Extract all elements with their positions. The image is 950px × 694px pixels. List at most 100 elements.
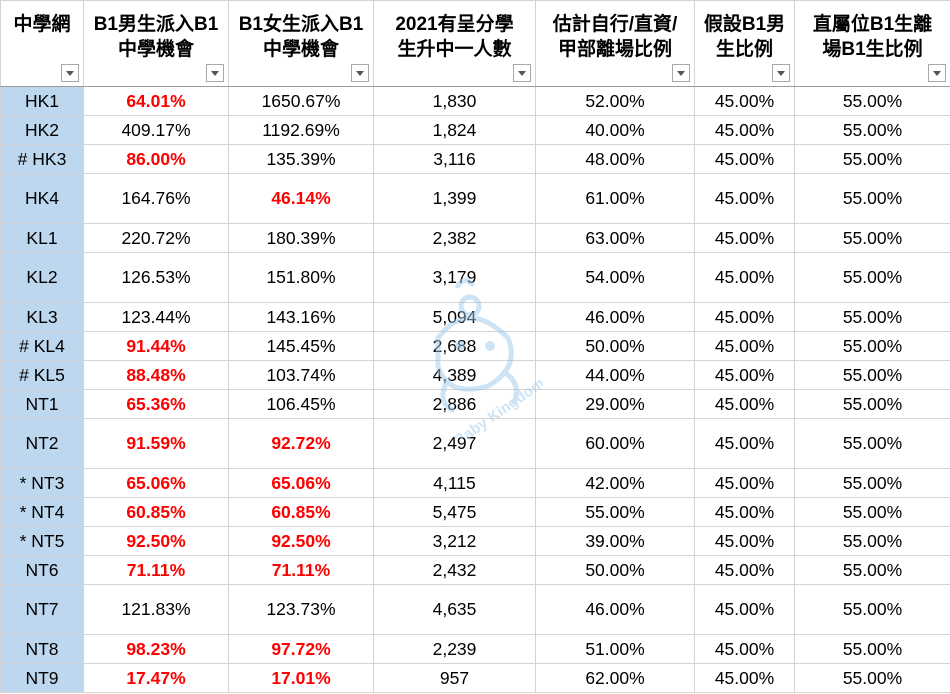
student-count-cell[interactable]: 5,094 <box>373 302 536 332</box>
leave-ratio-cell[interactable]: 61.00% <box>535 173 695 224</box>
b1-girls-chance-cell[interactable]: 92.50% <box>228 526 374 556</box>
direct-leave-ratio-cell[interactable]: 55.00% <box>794 389 950 419</box>
male-ratio-cell[interactable]: 45.00% <box>694 360 795 390</box>
direct-leave-ratio-cell[interactable]: 55.00% <box>794 115 950 145</box>
network-cell[interactable]: HK1 <box>0 86 84 116</box>
network-cell[interactable]: KL3 <box>0 302 84 332</box>
b1-girls-chance-cell[interactable]: 135.39% <box>228 144 374 174</box>
male-ratio-cell[interactable]: 45.00% <box>694 252 795 303</box>
leave-ratio-cell[interactable]: 29.00% <box>535 389 695 419</box>
b1-girls-chance-cell[interactable]: 123.73% <box>228 584 374 635</box>
b1-boys-chance-cell[interactable]: 121.83% <box>83 584 229 635</box>
leave-ratio-cell[interactable]: 39.00% <box>535 526 695 556</box>
student-count-cell[interactable]: 2,497 <box>373 418 536 469</box>
b1-boys-chance-cell[interactable]: 64.01% <box>83 86 229 116</box>
b1-girls-chance-cell[interactable]: 97.72% <box>228 634 374 664</box>
leave-ratio-cell[interactable]: 51.00% <box>535 634 695 664</box>
male-ratio-cell[interactable]: 45.00% <box>694 302 795 332</box>
leave-ratio-cell[interactable]: 50.00% <box>535 331 695 361</box>
direct-leave-ratio-cell[interactable]: 55.00% <box>794 173 950 224</box>
male-ratio-cell[interactable]: 45.00% <box>694 115 795 145</box>
student-count-cell[interactable]: 4,635 <box>373 584 536 635</box>
b1-girls-chance-cell[interactable]: 180.39% <box>228 223 374 253</box>
network-cell[interactable]: # KL4 <box>0 331 84 361</box>
filter-dropdown-button[interactable] <box>206 64 224 82</box>
network-cell[interactable]: * NT5 <box>0 526 84 556</box>
network-cell[interactable]: KL2 <box>0 252 84 303</box>
leave-ratio-cell[interactable]: 44.00% <box>535 360 695 390</box>
male-ratio-cell[interactable]: 45.00% <box>694 526 795 556</box>
student-count-cell[interactable]: 3,212 <box>373 526 536 556</box>
direct-leave-ratio-cell[interactable]: 55.00% <box>794 584 950 635</box>
b1-boys-chance-cell[interactable]: 409.17% <box>83 115 229 145</box>
b1-girls-chance-cell[interactable]: 1650.67% <box>228 86 374 116</box>
direct-leave-ratio-cell[interactable]: 55.00% <box>794 331 950 361</box>
student-count-cell[interactable]: 2,688 <box>373 331 536 361</box>
male-ratio-cell[interactable]: 45.00% <box>694 173 795 224</box>
b1-boys-chance-cell[interactable]: 91.44% <box>83 331 229 361</box>
direct-leave-ratio-cell[interactable]: 55.00% <box>794 663 950 693</box>
b1-boys-chance-cell[interactable]: 123.44% <box>83 302 229 332</box>
male-ratio-cell[interactable]: 45.00% <box>694 389 795 419</box>
b1-girls-chance-cell[interactable]: 145.45% <box>228 331 374 361</box>
direct-leave-ratio-cell[interactable]: 55.00% <box>794 144 950 174</box>
network-cell[interactable]: NT6 <box>0 555 84 585</box>
direct-leave-ratio-cell[interactable]: 55.00% <box>794 418 950 469</box>
male-ratio-cell[interactable]: 45.00% <box>694 584 795 635</box>
b1-boys-chance-cell[interactable]: 220.72% <box>83 223 229 253</box>
student-count-cell[interactable]: 2,432 <box>373 555 536 585</box>
student-count-cell[interactable]: 5,475 <box>373 497 536 527</box>
leave-ratio-cell[interactable]: 46.00% <box>535 584 695 635</box>
filter-dropdown-button[interactable] <box>672 64 690 82</box>
leave-ratio-cell[interactable]: 42.00% <box>535 468 695 498</box>
network-cell[interactable]: KL1 <box>0 223 84 253</box>
leave-ratio-cell[interactable]: 55.00% <box>535 497 695 527</box>
student-count-cell[interactable]: 3,179 <box>373 252 536 303</box>
b1-girls-chance-cell[interactable]: 106.45% <box>228 389 374 419</box>
b1-boys-chance-cell[interactable]: 92.50% <box>83 526 229 556</box>
b1-boys-chance-cell[interactable]: 164.76% <box>83 173 229 224</box>
b1-girls-chance-cell[interactable]: 92.72% <box>228 418 374 469</box>
student-count-cell[interactable]: 1,830 <box>373 86 536 116</box>
direct-leave-ratio-cell[interactable]: 55.00% <box>794 360 950 390</box>
leave-ratio-cell[interactable]: 54.00% <box>535 252 695 303</box>
direct-leave-ratio-cell[interactable]: 55.00% <box>794 86 950 116</box>
filter-dropdown-button[interactable] <box>513 64 531 82</box>
student-count-cell[interactable]: 1,824 <box>373 115 536 145</box>
b1-boys-chance-cell[interactable]: 86.00% <box>83 144 229 174</box>
b1-girls-chance-cell[interactable]: 65.06% <box>228 468 374 498</box>
male-ratio-cell[interactable]: 45.00% <box>694 634 795 664</box>
direct-leave-ratio-cell[interactable]: 55.00% <box>794 526 950 556</box>
filter-dropdown-button[interactable] <box>772 64 790 82</box>
direct-leave-ratio-cell[interactable]: 55.00% <box>794 497 950 527</box>
b1-girls-chance-cell[interactable]: 151.80% <box>228 252 374 303</box>
direct-leave-ratio-cell[interactable]: 55.00% <box>794 223 950 253</box>
leave-ratio-cell[interactable]: 52.00% <box>535 86 695 116</box>
network-cell[interactable]: # HK3 <box>0 144 84 174</box>
leave-ratio-cell[interactable]: 63.00% <box>535 223 695 253</box>
student-count-cell[interactable]: 957 <box>373 663 536 693</box>
direct-leave-ratio-cell[interactable]: 55.00% <box>794 634 950 664</box>
male-ratio-cell[interactable]: 45.00% <box>694 497 795 527</box>
direct-leave-ratio-cell[interactable]: 55.00% <box>794 555 950 585</box>
b1-girls-chance-cell[interactable]: 46.14% <box>228 173 374 224</box>
b1-boys-chance-cell[interactable]: 71.11% <box>83 555 229 585</box>
male-ratio-cell[interactable]: 45.00% <box>694 555 795 585</box>
student-count-cell[interactable]: 2,886 <box>373 389 536 419</box>
direct-leave-ratio-cell[interactable]: 55.00% <box>794 302 950 332</box>
male-ratio-cell[interactable]: 45.00% <box>694 223 795 253</box>
leave-ratio-cell[interactable]: 50.00% <box>535 555 695 585</box>
student-count-cell[interactable]: 1,399 <box>373 173 536 224</box>
b1-boys-chance-cell[interactable]: 91.59% <box>83 418 229 469</box>
direct-leave-ratio-cell[interactable]: 55.00% <box>794 468 950 498</box>
network-cell[interactable]: # KL5 <box>0 360 84 390</box>
b1-girls-chance-cell[interactable]: 17.01% <box>228 663 374 693</box>
male-ratio-cell[interactable]: 45.00% <box>694 468 795 498</box>
student-count-cell[interactable]: 4,115 <box>373 468 536 498</box>
leave-ratio-cell[interactable]: 48.00% <box>535 144 695 174</box>
b1-girls-chance-cell[interactable]: 1192.69% <box>228 115 374 145</box>
network-cell[interactable]: NT7 <box>0 584 84 635</box>
network-cell[interactable]: NT8 <box>0 634 84 664</box>
b1-boys-chance-cell[interactable]: 65.06% <box>83 468 229 498</box>
b1-girls-chance-cell[interactable]: 71.11% <box>228 555 374 585</box>
